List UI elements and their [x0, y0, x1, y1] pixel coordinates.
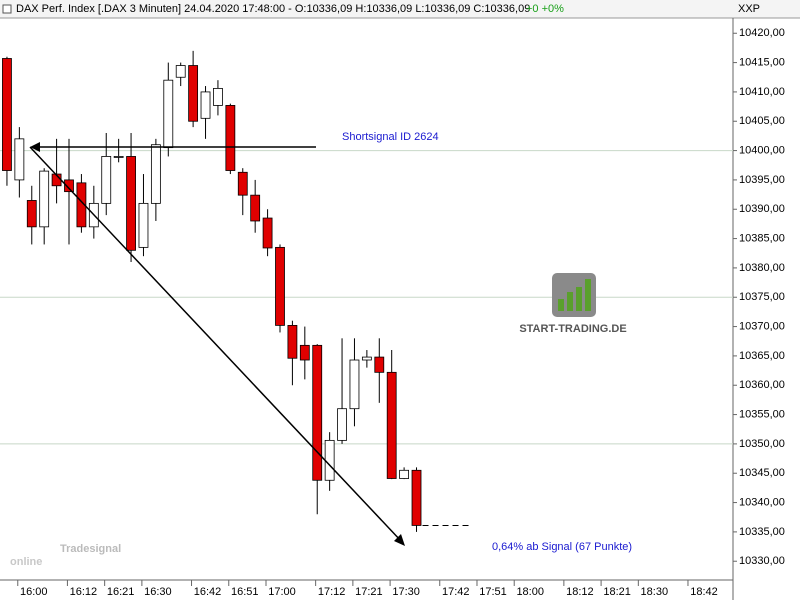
chart-title: DAX Perf. Index [.DAX 3 Minuten] 24.04.2… [16, 3, 530, 15]
candle-body [337, 408, 347, 441]
candle-body [138, 202, 149, 248]
y-tick-label: 10335,00 [739, 526, 785, 538]
candle-body [14, 138, 25, 181]
x-tick-label: 16:21 [107, 586, 135, 598]
x-tick-label: 18:21 [603, 586, 631, 598]
x-tick-label: 16:51 [231, 586, 259, 598]
x-tick-label: 18:42 [690, 586, 718, 598]
trend-arrow [29, 146, 403, 543]
candle-body [76, 182, 87, 228]
logo-bar [558, 299, 564, 311]
y-tick-label: 10400,00 [739, 144, 785, 156]
y-tick-label: 10390,00 [739, 203, 785, 215]
candle-body [262, 217, 273, 249]
candle-body [399, 469, 410, 479]
logo-bar [585, 279, 591, 311]
x-tick-label: 16:00 [20, 586, 48, 598]
candle-body [150, 144, 161, 204]
y-tick-label: 10395,00 [739, 174, 785, 186]
candle-body [386, 371, 397, 479]
y-tick-label: 10385,00 [739, 232, 785, 244]
candle-body [188, 65, 199, 122]
x-tick-label: 17:12 [318, 586, 346, 598]
candle-body [163, 79, 174, 149]
logo-bar [567, 292, 573, 311]
y-tick-label: 10350,00 [739, 438, 785, 450]
x-tick-label: 18:30 [641, 586, 669, 598]
y-tick-label: 10410,00 [739, 86, 785, 98]
y-tick-label: 10360,00 [739, 379, 785, 391]
logo-bar [576, 287, 582, 311]
y-tick-label: 10375,00 [739, 291, 785, 303]
candle-body [349, 359, 360, 410]
header-bar [0, 0, 800, 18]
candle-body [275, 246, 285, 326]
y-tick-label: 10420,00 [739, 27, 785, 39]
candle-body [39, 170, 50, 228]
candle-body [200, 91, 211, 119]
y-tick-label: 10380,00 [739, 262, 785, 274]
x-tick-label: 17:00 [268, 586, 296, 598]
title-change: +0 +0% [526, 3, 564, 15]
x-tick-label: 16:12 [70, 586, 98, 598]
annotation: Shortsignal ID 2624 [342, 131, 439, 143]
y-tick-label: 10355,00 [739, 408, 785, 420]
candle-body [225, 105, 236, 171]
arrow-head [394, 534, 405, 546]
annotation: 0,64% ab Signal (67 Punkte) [492, 541, 632, 553]
x-tick-label: 17:42 [442, 586, 470, 598]
candle-body [101, 156, 112, 204]
axis-name: XXP [738, 3, 760, 15]
x-tick-label: 17:51 [479, 586, 507, 598]
y-tick-label: 10345,00 [739, 467, 785, 479]
candle-body [64, 179, 74, 193]
x-tick-label: 16:42 [194, 586, 222, 598]
candle-body [113, 156, 124, 158]
candle-body [287, 324, 298, 359]
arrow-head [30, 142, 40, 152]
x-tick-label: 17:30 [392, 586, 420, 598]
y-tick-label: 10370,00 [739, 320, 785, 332]
candle-body [299, 344, 310, 361]
y-tick-label: 10330,00 [739, 555, 785, 567]
candle-body [361, 356, 372, 361]
candle-body [175, 65, 186, 78]
y-tick-label: 10415,00 [739, 56, 785, 68]
logo-text: START-TRADING.DE [519, 323, 626, 335]
candle-body [324, 439, 335, 481]
candle-body [237, 171, 248, 196]
x-tick-label: 18:00 [516, 586, 544, 598]
y-tick-label: 10340,00 [739, 496, 785, 508]
y-tick-label: 10405,00 [739, 115, 785, 127]
candle-body [213, 87, 223, 106]
x-tick-label: 17:21 [355, 586, 383, 598]
watermark-brand: Tradesignal [60, 543, 121, 555]
candle-body [374, 356, 385, 373]
candle-body [126, 156, 136, 251]
x-tick-label: 18:12 [566, 586, 594, 598]
candle-body [312, 344, 323, 481]
candle-body [411, 469, 422, 526]
y-tick-label: 10365,00 [739, 350, 785, 362]
candle-body [26, 200, 37, 228]
watermark-text: online [10, 556, 42, 568]
candle-body [250, 194, 261, 222]
header-icon [2, 4, 12, 14]
x-tick-label: 16:30 [144, 586, 172, 598]
candle-body [2, 58, 12, 171]
